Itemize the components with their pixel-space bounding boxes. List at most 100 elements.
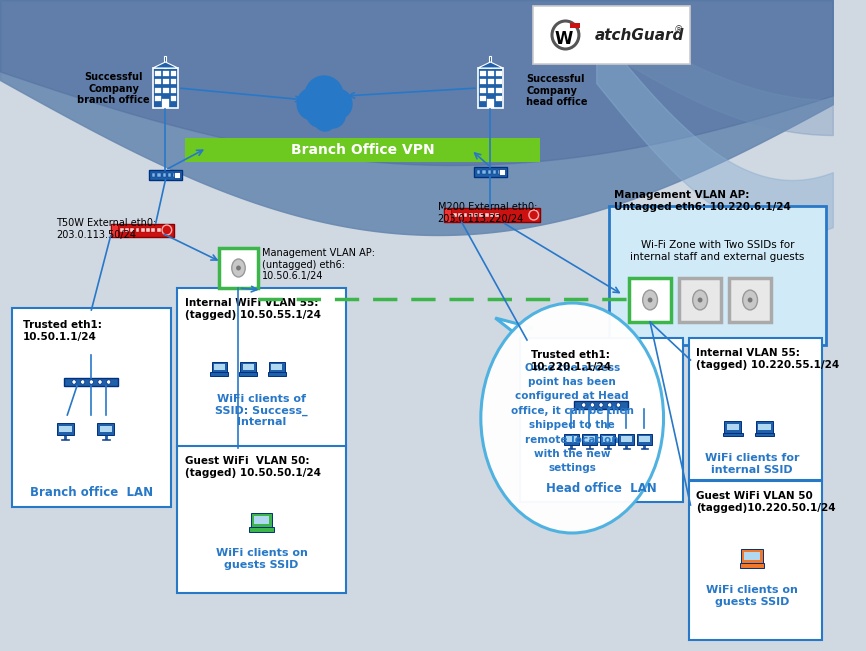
FancyBboxPatch shape (756, 421, 773, 433)
FancyBboxPatch shape (496, 79, 501, 84)
Text: Trusted eth1:
10.220.1.1/24: Trusted eth1: 10.220.1.1/24 (531, 350, 612, 372)
FancyBboxPatch shape (481, 79, 486, 84)
FancyBboxPatch shape (211, 362, 227, 372)
FancyBboxPatch shape (155, 96, 161, 101)
FancyBboxPatch shape (97, 423, 114, 435)
FancyBboxPatch shape (679, 278, 721, 322)
FancyBboxPatch shape (219, 248, 258, 288)
FancyBboxPatch shape (481, 70, 486, 76)
FancyBboxPatch shape (754, 433, 774, 436)
FancyBboxPatch shape (496, 96, 501, 101)
Text: Wi-Fi Zone with Two SSIDs for
internal staff and external guests: Wi-Fi Zone with Two SSIDs for internal s… (630, 240, 805, 262)
FancyBboxPatch shape (173, 173, 177, 177)
FancyBboxPatch shape (490, 213, 494, 217)
FancyBboxPatch shape (171, 96, 177, 101)
Text: Internal WiFi VLAN 55:
(tagged) 10.50.55.1/24: Internal WiFi VLAN 55: (tagged) 10.50.55… (184, 298, 320, 320)
FancyBboxPatch shape (184, 138, 540, 162)
Circle shape (552, 21, 579, 49)
FancyBboxPatch shape (64, 378, 119, 386)
FancyBboxPatch shape (639, 436, 650, 442)
Text: Trusted eth1:
10.50.1.1/24: Trusted eth1: 10.50.1.1/24 (23, 320, 102, 342)
FancyBboxPatch shape (621, 436, 631, 442)
Circle shape (747, 298, 753, 303)
FancyBboxPatch shape (130, 228, 134, 232)
FancyBboxPatch shape (499, 169, 505, 175)
Circle shape (107, 380, 111, 384)
FancyBboxPatch shape (162, 99, 169, 108)
FancyBboxPatch shape (463, 213, 468, 217)
FancyBboxPatch shape (111, 223, 118, 236)
Text: W: W (554, 30, 572, 48)
FancyBboxPatch shape (723, 433, 743, 436)
FancyBboxPatch shape (618, 434, 634, 445)
FancyBboxPatch shape (488, 87, 494, 92)
FancyBboxPatch shape (242, 365, 254, 370)
FancyBboxPatch shape (141, 228, 145, 232)
FancyBboxPatch shape (724, 421, 741, 433)
Circle shape (323, 89, 352, 119)
FancyBboxPatch shape (254, 516, 269, 524)
Circle shape (89, 380, 94, 384)
FancyBboxPatch shape (152, 228, 155, 232)
FancyBboxPatch shape (239, 372, 257, 376)
FancyBboxPatch shape (629, 278, 671, 322)
FancyBboxPatch shape (604, 448, 611, 449)
Circle shape (305, 76, 343, 116)
Text: Once the access
point has been
configured at Head
office, it can be then
shipped: Once the access point has been configure… (511, 363, 634, 473)
FancyBboxPatch shape (171, 70, 177, 76)
FancyBboxPatch shape (474, 213, 478, 217)
FancyBboxPatch shape (136, 228, 139, 232)
FancyBboxPatch shape (477, 170, 481, 174)
FancyBboxPatch shape (163, 79, 169, 84)
Text: T50W External eth0:
203.0.113.50/24: T50W External eth0: 203.0.113.50/24 (55, 218, 156, 240)
Ellipse shape (743, 290, 758, 310)
Text: WiFi clients for
internal SSID: WiFi clients for internal SSID (705, 453, 799, 475)
Circle shape (608, 403, 611, 407)
FancyBboxPatch shape (496, 70, 501, 76)
FancyBboxPatch shape (249, 527, 274, 532)
FancyBboxPatch shape (625, 445, 627, 448)
FancyBboxPatch shape (59, 426, 72, 432)
FancyBboxPatch shape (641, 448, 648, 449)
Text: Management VLAN AP:
Untagged eth6: 10.220.6.1/24: Management VLAN AP: Untagged eth6: 10.22… (613, 190, 791, 212)
Text: Management VLAN AP:
(untagged) eth6:
10.50.6.1/24: Management VLAN AP: (untagged) eth6: 10.… (262, 248, 375, 281)
Circle shape (698, 298, 702, 303)
FancyBboxPatch shape (487, 99, 494, 108)
FancyBboxPatch shape (488, 79, 494, 84)
FancyBboxPatch shape (453, 213, 456, 217)
FancyBboxPatch shape (478, 68, 503, 108)
FancyBboxPatch shape (163, 87, 169, 92)
FancyBboxPatch shape (271, 365, 282, 370)
FancyBboxPatch shape (125, 228, 129, 232)
FancyBboxPatch shape (177, 288, 346, 447)
FancyBboxPatch shape (458, 213, 462, 217)
Circle shape (320, 102, 346, 128)
FancyBboxPatch shape (688, 338, 822, 480)
Circle shape (162, 225, 171, 235)
Text: WiFi clients on
guests SSID: WiFi clients on guests SSID (706, 585, 798, 607)
Circle shape (617, 403, 620, 407)
FancyBboxPatch shape (444, 208, 540, 222)
FancyBboxPatch shape (643, 445, 645, 448)
Circle shape (81, 380, 85, 384)
Circle shape (582, 403, 585, 407)
FancyBboxPatch shape (602, 436, 613, 442)
FancyBboxPatch shape (11, 308, 171, 507)
Text: Guest WiFi  VLAN 50:
(tagged) 10.50.50.1/24: Guest WiFi VLAN 50: (tagged) 10.50.50.1/… (184, 456, 320, 478)
FancyBboxPatch shape (111, 223, 173, 236)
FancyBboxPatch shape (210, 372, 228, 376)
FancyBboxPatch shape (498, 170, 501, 174)
FancyBboxPatch shape (157, 228, 160, 232)
Text: Head office  LAN: Head office LAN (546, 482, 656, 495)
Circle shape (297, 88, 328, 120)
FancyBboxPatch shape (481, 87, 486, 92)
FancyBboxPatch shape (574, 401, 628, 409)
FancyBboxPatch shape (474, 167, 507, 177)
FancyBboxPatch shape (171, 79, 177, 84)
FancyBboxPatch shape (241, 362, 255, 372)
FancyBboxPatch shape (481, 96, 486, 101)
Polygon shape (495, 318, 533, 333)
FancyBboxPatch shape (600, 434, 616, 445)
FancyBboxPatch shape (688, 481, 822, 640)
Circle shape (72, 380, 76, 384)
